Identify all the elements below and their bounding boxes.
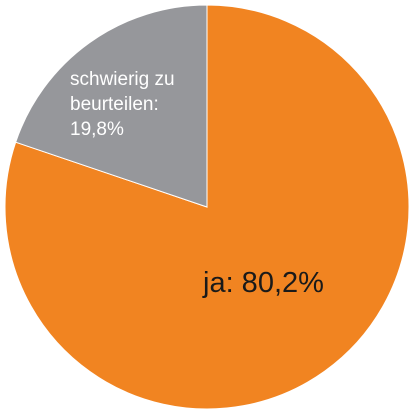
pie-slices bbox=[4, 4, 410, 410]
slice-label-schwierig-line-3: 19,8% bbox=[70, 119, 124, 140]
pie-slice-1 bbox=[15, 4, 208, 208]
slice-label-schwierig: schwierig zu beurteilen: 19,8% bbox=[70, 69, 175, 140]
slice-label-ja: ja: 80,2% bbox=[202, 267, 324, 299]
slice-label-schwierig-line-2: beurteilen: bbox=[70, 94, 159, 115]
slice-label-schwierig-line-1: schwierig zu bbox=[70, 69, 175, 90]
